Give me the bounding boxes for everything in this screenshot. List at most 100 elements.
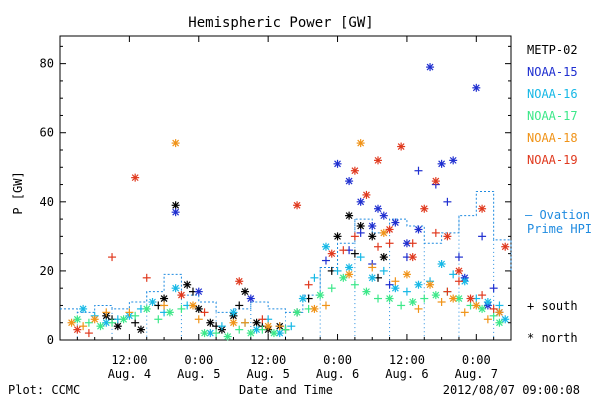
point-north-noaa-18 (90, 315, 99, 324)
point-north-noaa-15 (414, 225, 423, 234)
point-south-noaa-18 (79, 322, 88, 331)
ovation-hpi-line (60, 190, 512, 313)
point-north-noaa-16 (414, 280, 423, 289)
point-south-noaa-17 (281, 325, 290, 334)
point-north-noaa-15 (345, 177, 354, 186)
point-south-noaa-15 (489, 284, 498, 293)
point-south-noaa-19 (84, 329, 93, 338)
point-north-noaa-16 (171, 284, 180, 293)
y-axis-label: P [GW] (11, 171, 25, 214)
point-north-noaa-18 (264, 322, 273, 331)
plot-area (59, 35, 512, 341)
point-north-metp-02 (113, 322, 122, 331)
point-south-noaa-19 (408, 239, 417, 248)
point-north-noaa-17 (293, 308, 302, 317)
point-south-noaa-15 (414, 166, 423, 175)
point-north-noaa-18 (426, 280, 435, 289)
x-axis-label: Date and Time (239, 383, 333, 397)
point-south-noaa-16 (495, 301, 504, 310)
point-north-noaa-18 (356, 139, 365, 148)
point-south-noaa-17 (131, 311, 140, 320)
point-south-noaa-16 (356, 253, 365, 262)
point-north-noaa-16 (437, 260, 446, 268)
point-south-noaa-17 (327, 284, 336, 293)
legend-entry-noaa-16: NOAA-16 (527, 87, 578, 101)
point-north-noaa-15 (171, 208, 180, 217)
point-south-noaa-15 (321, 256, 330, 265)
point-north-noaa-19 (420, 204, 429, 213)
point-south-noaa-16 (333, 266, 342, 275)
chart-title: Hemispheric Power [GW] (188, 15, 373, 31)
legend-entry-metp-02: METP-02 (527, 43, 578, 57)
x-tick-label-time: 0:00 (462, 353, 491, 367)
point-south-noaa-19 (339, 246, 348, 255)
point-north-noaa-18 (345, 270, 354, 279)
marker-legend-south: + south (527, 299, 578, 313)
point-south-noaa-18 (321, 301, 330, 310)
point-north-noaa-17 (316, 291, 325, 300)
marker-legend-north: * north (527, 331, 578, 345)
point-north-noaa-19 (408, 253, 417, 262)
point-north-noaa-15 (368, 222, 377, 230)
point-north-noaa-19 (397, 142, 406, 151)
point-north-noaa-15 (246, 294, 255, 303)
point-north-noaa-17 (269, 329, 278, 338)
point-south-noaa-17 (84, 318, 93, 327)
point-south-noaa-16 (402, 287, 411, 296)
point-north-noaa-17 (362, 287, 371, 296)
point-north-noaa-19 (374, 156, 383, 165)
point-south-metp-02 (131, 318, 140, 327)
point-north-noaa-16 (229, 308, 238, 317)
point-north-metp-02 (333, 232, 342, 241)
point-north-noaa-16 (148, 298, 157, 306)
point-north-noaa-18 (310, 304, 319, 313)
point-south-noaa-17 (235, 325, 244, 334)
point-north-noaa-15 (333, 159, 342, 168)
point-north-noaa-19 (73, 325, 82, 334)
point-north-noaa-17 (408, 298, 417, 306)
point-north-noaa-15 (356, 197, 365, 206)
y-tick-label: 80 (40, 57, 54, 71)
x-tick-label-time: 12:00 (111, 353, 147, 367)
x-tick-label-date: Aug. 5 (246, 367, 289, 381)
point-south-noaa-16 (287, 322, 296, 331)
point-north-noaa-19 (466, 294, 475, 303)
legend-entry-noaa-19: NOAA-19 (527, 153, 578, 167)
point-north-noaa-18 (402, 270, 411, 279)
point-south-noaa-18 (160, 301, 169, 310)
point-south-noaa-17 (350, 280, 359, 289)
point-north-noaa-17 (165, 308, 174, 317)
point-north-noaa-19 (385, 225, 394, 234)
x-tick-label-date: Aug. 6 (385, 367, 428, 381)
point-south-noaa-17 (374, 294, 383, 303)
point-north-noaa-18 (67, 318, 76, 327)
point-south-metp-02 (350, 249, 359, 258)
point-south-noaa-18 (194, 315, 203, 324)
x-tick-label-date: Aug. 7 (455, 367, 498, 381)
point-north-noaa-17 (339, 273, 348, 282)
legend-entry-noaa-18: NOAA-18 (527, 131, 578, 145)
point-south-noaa-18 (241, 318, 250, 327)
point-south-noaa-16 (217, 322, 226, 331)
point-south-noaa-15 (478, 232, 487, 241)
point-south-noaa-19 (489, 304, 498, 313)
y-tick-label: 20 (40, 264, 54, 278)
point-south-noaa-18 (368, 263, 377, 272)
point-north-noaa-19 (501, 242, 510, 251)
point-north-noaa-15 (391, 218, 400, 227)
point-north-metp-02 (252, 318, 261, 327)
y-tick-label: 0 (47, 333, 54, 347)
x-tick-label-date: Aug. 6 (316, 367, 359, 381)
point-south-noaa-18 (102, 308, 111, 317)
x-tick-label-time: 12:00 (389, 353, 425, 367)
point-south-noaa-15 (443, 197, 452, 206)
point-south-noaa-19 (200, 308, 209, 317)
x-tick-label-date: Aug. 4 (108, 367, 151, 381)
point-north-noaa-17 (431, 291, 440, 300)
point-north-noaa-15 (449, 156, 458, 165)
point-north-noaa-15 (374, 204, 383, 213)
point-south-noaa-18 (460, 308, 469, 317)
point-north-noaa-15 (437, 159, 446, 168)
point-south-noaa-19 (350, 232, 359, 241)
point-south-noaa-19 (142, 273, 151, 282)
